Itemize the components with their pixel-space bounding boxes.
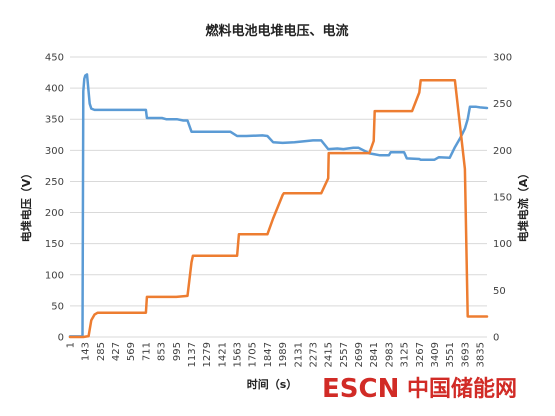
x-tick-label: 2557	[339, 342, 350, 367]
x-tick-label: 3267	[415, 342, 426, 367]
x-tick-label: 3409	[430, 342, 441, 367]
series-line-current	[68, 79, 489, 339]
y-left-tick-label: 200	[45, 208, 64, 219]
y-left-tick-label: 350	[45, 115, 64, 126]
y-right-tick-label: 150	[493, 193, 512, 204]
x-tick-label: 1137	[187, 342, 198, 367]
y-left-tick-label: 100	[45, 270, 64, 281]
series-line-voltage	[68, 73, 489, 338]
x-tick-label: 1563	[233, 342, 244, 367]
x-tick-label: 3551	[445, 342, 456, 367]
x-tick-label: 2699	[354, 342, 365, 367]
watermark-cn: 中国储能网	[407, 376, 517, 402]
x-tick-label: 2273	[308, 342, 319, 367]
y-left-tick-label: 450	[45, 53, 64, 64]
x-tick-label: 2841	[369, 342, 380, 367]
x-tick-label: 3125	[400, 342, 411, 367]
y-right-tick-label: 0	[493, 333, 499, 344]
watermark-logo: ESCN 中国储能网	[322, 374, 517, 404]
y-axis-left-ticks: 0 50 100 150 200 250 300 350 400 450	[45, 53, 64, 344]
x-tick-label: 1847	[263, 342, 274, 367]
x-tick-label: 1421	[217, 342, 228, 367]
y-left-tick-label: 250	[45, 177, 64, 188]
x-tick-label: 427	[111, 342, 122, 361]
y-left-tick-label: 150	[45, 239, 64, 250]
y-axis-left-title: 电堆电压（V）	[19, 168, 33, 243]
y-right-tick-label: 250	[493, 99, 512, 110]
x-tick-label: 853	[157, 342, 168, 361]
x-tick-label: 3693	[460, 342, 471, 367]
chart-title: 燃料电池电堆电压、电流	[205, 23, 348, 39]
x-tick-label: 569	[126, 342, 137, 361]
y-axis-right-ticks: 0 50 100 150 200 250 300	[493, 53, 512, 344]
y-left-tick-label: 0	[58, 333, 64, 344]
y-right-tick-label: 50	[493, 286, 506, 297]
x-tick-label: 2983	[384, 342, 395, 367]
x-tick-label: 285	[96, 342, 107, 361]
watermark-latin: ESCN	[322, 374, 399, 404]
y-right-tick-label: 100	[493, 239, 512, 250]
y-left-tick-label: 300	[45, 146, 64, 157]
series-lines	[68, 73, 489, 339]
x-tick-label: 2131	[293, 342, 304, 367]
x-tick-label: 995	[172, 342, 183, 361]
x-axis-ticks: 1 143 285 427 569 711 853 995 1137 1279 1421 1563 17…	[66, 342, 487, 367]
y-left-tick-label: 50	[51, 301, 64, 312]
x-tick-label: 1989	[278, 342, 289, 367]
y-right-tick-label: 200	[493, 146, 512, 157]
x-tick-label: 143	[81, 342, 92, 361]
x-tick-label: 1705	[248, 342, 259, 367]
x-tick-label: 1279	[202, 342, 213, 367]
y-axis-right-title: 电堆电流（A）	[516, 168, 530, 243]
x-tick-label: 1	[66, 342, 77, 348]
x-tick-label: 3835	[476, 342, 487, 367]
x-tick-label: 2415	[324, 342, 335, 367]
gridlines	[70, 56, 487, 338]
y-left-tick-label: 400	[45, 84, 64, 95]
y-right-tick-label: 300	[493, 53, 512, 64]
x-axis-title: 时间（s）	[247, 377, 298, 391]
x-tick-label: 711	[141, 342, 152, 361]
